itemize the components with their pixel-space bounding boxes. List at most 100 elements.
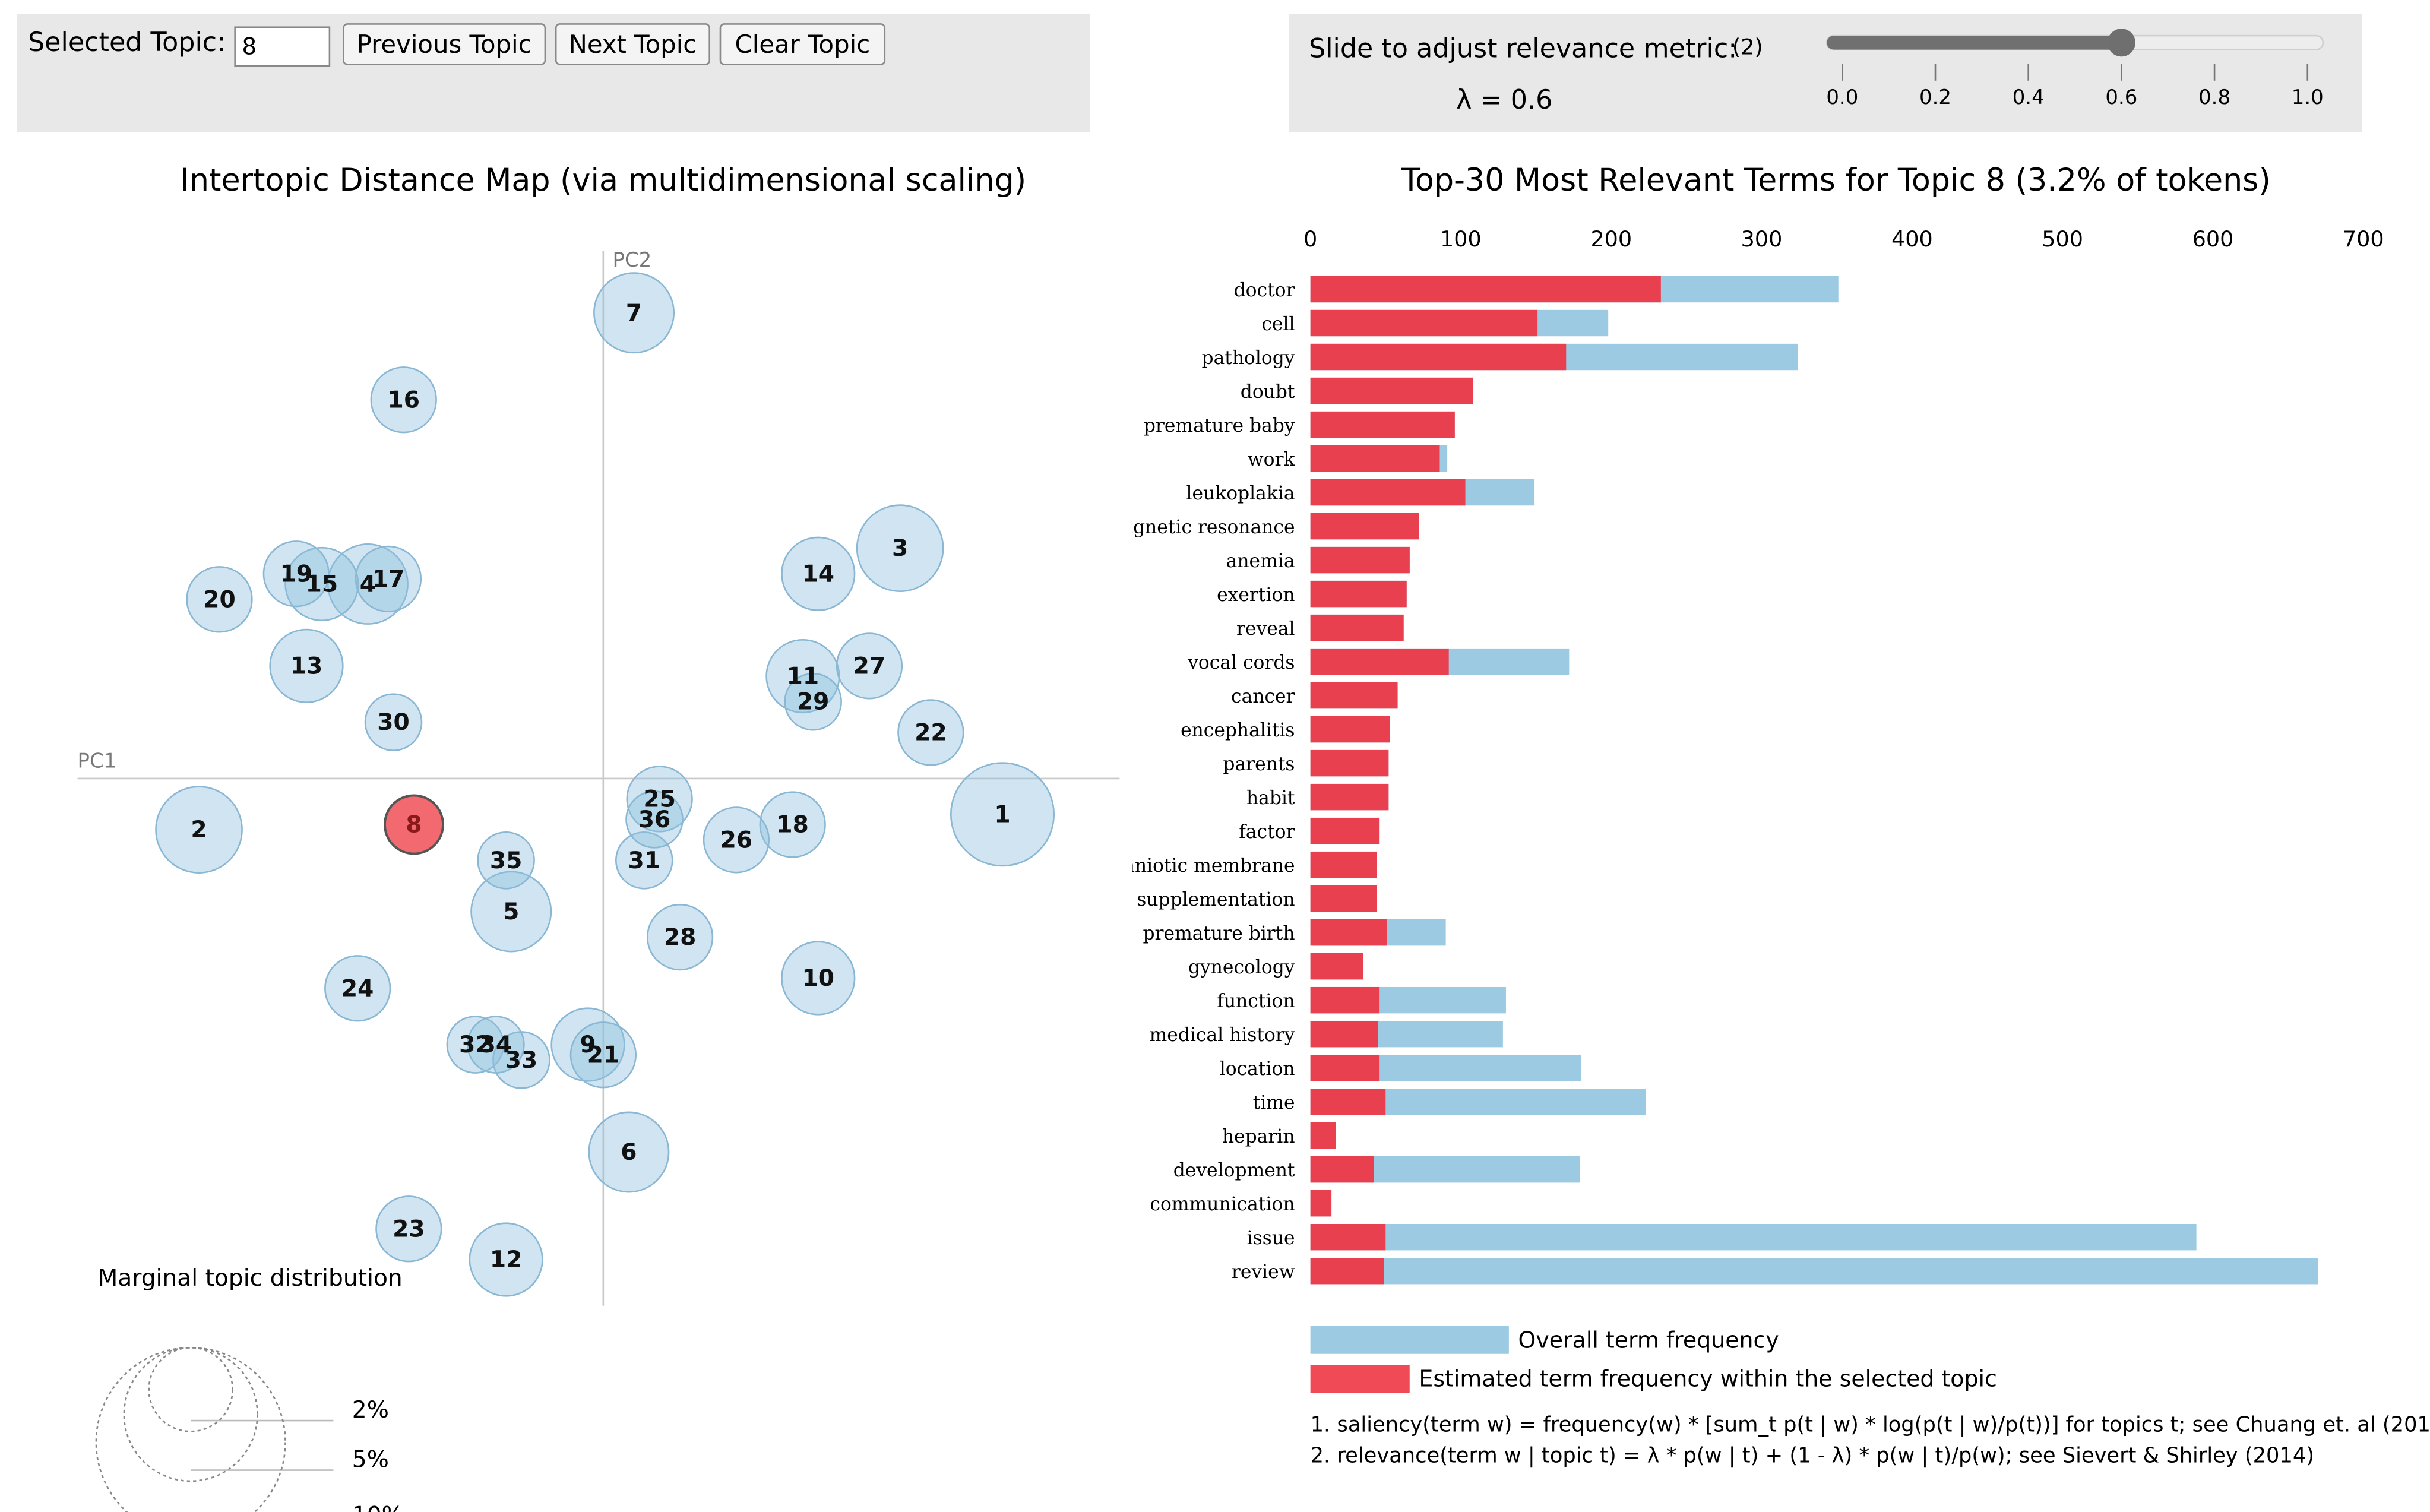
term-label[interactable]: magnetic resonance [1132, 517, 1295, 538]
topic-circle-25[interactable] [626, 766, 693, 833]
topic-circle-24[interactable] [324, 955, 391, 1022]
term-label[interactable]: parents [1223, 754, 1295, 775]
topic-circle-20[interactable] [186, 566, 253, 633]
bar-topic-29[interactable] [1310, 1258, 1384, 1285]
bar-topic-3[interactable] [1310, 377, 1473, 404]
bar-topic-10[interactable] [1310, 614, 1404, 641]
topic-circle-5[interactable] [470, 871, 552, 953]
topic-circle-15[interactable] [284, 546, 359, 622]
topic-circle-14[interactable] [781, 536, 856, 611]
topic-circle-22[interactable] [897, 699, 964, 766]
term-label[interactable]: medical history [1150, 1024, 1295, 1046]
topic-circle-34[interactable] [467, 1016, 525, 1074]
term-label[interactable]: work [1248, 449, 1296, 470]
topic-circle-9[interactable] [550, 1007, 625, 1082]
term-label[interactable]: review [1232, 1261, 1295, 1283]
topic-circle-30[interactable] [364, 693, 423, 751]
topic-circle-35[interactable] [477, 831, 535, 890]
bar-topic-8[interactable] [1310, 546, 1410, 574]
topic-circle-16[interactable] [370, 366, 437, 434]
topic-circle-4[interactable] [327, 543, 409, 625]
topic-circle-28[interactable] [646, 903, 714, 971]
term-label[interactable]: vocal cords [1187, 652, 1295, 673]
bar-topic-12[interactable] [1310, 682, 1398, 709]
term-label[interactable]: factor [1239, 821, 1295, 843]
bar-topic-23[interactable] [1310, 1054, 1380, 1081]
bar-topic-7[interactable] [1310, 513, 1419, 540]
topic-circle-27[interactable] [836, 632, 903, 700]
bar-overall-28[interactable] [1310, 1224, 2197, 1251]
term-label[interactable]: amniotic membrane [1132, 855, 1295, 877]
term-label[interactable]: time [1253, 1092, 1295, 1114]
bar-topic-1[interactable] [1310, 309, 1538, 337]
term-label[interactable]: doctor [1234, 280, 1295, 301]
topic-circle-21[interactable] [569, 1021, 637, 1089]
bar-topic-22[interactable] [1310, 1020, 1378, 1048]
topic-circle-29[interactable] [784, 672, 842, 731]
bar-topic-9[interactable] [1310, 580, 1407, 608]
term-label[interactable]: heparin [1222, 1126, 1295, 1147]
bar-topic-28[interactable] [1310, 1224, 1386, 1251]
topic-circle-6[interactable] [588, 1111, 670, 1193]
bar-topic-17[interactable] [1310, 851, 1377, 878]
topic-circle-10[interactable] [781, 941, 856, 1016]
bar-topic-14[interactable] [1310, 749, 1389, 777]
term-label[interactable]: location [1220, 1058, 1295, 1080]
bar-topic-4[interactable] [1310, 411, 1455, 438]
bar-topic-24[interactable] [1310, 1088, 1386, 1115]
clear-topic-button[interactable]: Clear Topic [719, 23, 886, 65]
topic-circle-31[interactable] [615, 831, 673, 890]
term-label[interactable]: cell [1261, 314, 1295, 335]
term-label[interactable]: communication [1150, 1194, 1295, 1215]
previous-topic-button[interactable]: Previous Topic [343, 23, 546, 65]
term-label[interactable]: encephalitis [1181, 720, 1295, 741]
topic-circle-36[interactable] [625, 790, 684, 849]
bar-topic-19[interactable] [1310, 919, 1387, 946]
bar-topic-0[interactable] [1310, 276, 1661, 303]
topic-circle-12[interactable] [469, 1222, 543, 1297]
term-label[interactable]: premature birth [1143, 923, 1295, 944]
topic-circle-32[interactable] [446, 1016, 505, 1074]
term-label[interactable]: anemia [1226, 551, 1295, 572]
topic-circle-26[interactable] [703, 806, 770, 874]
bar-topic-26[interactable] [1310, 1156, 1374, 1183]
topic-circle-17[interactable] [355, 545, 422, 612]
topic-circle-1[interactable] [950, 762, 1055, 867]
term-label[interactable]: habit [1246, 787, 1295, 809]
topic-circle-8[interactable] [383, 794, 444, 855]
bar-topic-18[interactable] [1310, 885, 1377, 912]
bar-topic-27[interactable] [1310, 1190, 1332, 1217]
term-label[interactable]: doubt [1241, 381, 1295, 403]
bar-topic-6[interactable] [1310, 479, 1466, 506]
bar-topic-5[interactable] [1310, 445, 1440, 472]
bar-topic-25[interactable] [1310, 1122, 1336, 1149]
topic-circle-3[interactable] [856, 504, 944, 592]
bar-topic-13[interactable] [1310, 716, 1390, 743]
slider-thumb[interactable] [2107, 29, 2135, 57]
bar-topic-16[interactable] [1310, 817, 1380, 844]
next-topic-button[interactable]: Next Topic [555, 23, 711, 65]
topic-circle-7[interactable] [593, 272, 675, 354]
term-label[interactable]: iron supplementation [1132, 889, 1295, 910]
lambda-slider[interactable]: 0.0 0.2 0.4 0.6 0.8 1.0 [1289, 14, 2362, 132]
bar-topic-20[interactable] [1310, 953, 1363, 980]
bar-topic-11[interactable] [1310, 648, 1449, 675]
bar-topic-15[interactable] [1310, 783, 1389, 811]
term-label[interactable]: pathology [1202, 347, 1295, 369]
topic-circle-19[interactable] [262, 540, 330, 608]
term-label[interactable]: exertion [1217, 584, 1295, 606]
term-label[interactable]: gynecology [1188, 957, 1295, 978]
bar-topic-21[interactable] [1310, 986, 1380, 1014]
topic-circle-2[interactable] [155, 786, 243, 874]
bar-overall-29[interactable] [1310, 1258, 2318, 1285]
topic-circle-13[interactable] [269, 628, 344, 703]
term-label[interactable]: leukoplakia [1186, 483, 1295, 504]
topic-circle-18[interactable] [759, 791, 826, 858]
term-label[interactable]: premature baby [1144, 415, 1295, 436]
bar-topic-2[interactable] [1310, 343, 1567, 371]
term-label[interactable]: reveal [1236, 618, 1295, 640]
term-label[interactable]: issue [1247, 1228, 1295, 1249]
topic-circle-23[interactable] [375, 1195, 442, 1263]
selected-topic-input[interactable] [234, 26, 331, 67]
term-label[interactable]: function [1217, 991, 1295, 1012]
